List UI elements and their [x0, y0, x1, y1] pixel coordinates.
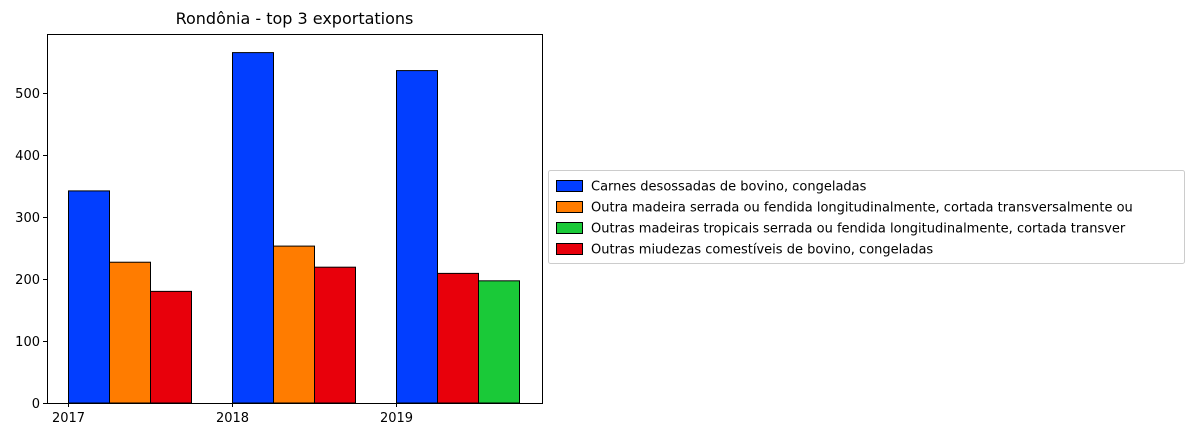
y-tick-label: 100	[15, 335, 40, 350]
bar-series-0-2017	[68, 190, 110, 404]
x-axis: 2017 2018 2019	[52, 403, 413, 426]
legend-label: Carnes desossadas de bovino, congeladas	[591, 180, 867, 195]
legend-swatch	[556, 222, 583, 234]
legend: Carnes desossadas de bovino, congeladas O…	[548, 170, 1185, 264]
y-tick-label: 300	[15, 211, 40, 226]
legend-swatch	[556, 180, 583, 192]
bars-layer	[68, 52, 520, 404]
chart-title: Rondônia - top 3 exportations	[176, 9, 414, 28]
bar-series-0-2018	[232, 52, 274, 404]
x-tick-label: 2019	[380, 411, 413, 426]
x-tick-label: 2017	[52, 411, 85, 426]
y-tick-label: 500	[15, 87, 40, 102]
bar-series-3-2019	[437, 272, 479, 404]
legend-swatch	[556, 201, 583, 213]
y-tick-label: 0	[32, 397, 40, 412]
y-tick-label: 400	[15, 149, 40, 164]
legend-label: Outras miudezas comestíveis de bovino, c…	[591, 243, 933, 258]
y-axis: 0 100 200 300 400 500	[15, 87, 47, 412]
legend-label: Outra madeira serrada ou fendida longitu…	[591, 201, 1133, 216]
bar-series-3-2018	[314, 266, 356, 404]
bar-series-2-2019	[478, 280, 520, 404]
bar-series-1-2018	[273, 245, 315, 404]
x-tick-label: 2018	[216, 411, 249, 426]
bar-series-3-2017	[150, 290, 192, 404]
legend-label: Outras madeiras tropicais serrada ou fen…	[591, 222, 1126, 237]
y-tick-label: 200	[15, 273, 40, 288]
bar-series-1-2017	[109, 261, 151, 404]
plot-frame	[47, 34, 543, 404]
bar-series-0-2019	[396, 70, 438, 404]
legend-swatch	[556, 243, 583, 255]
legend-box	[548, 170, 1185, 264]
